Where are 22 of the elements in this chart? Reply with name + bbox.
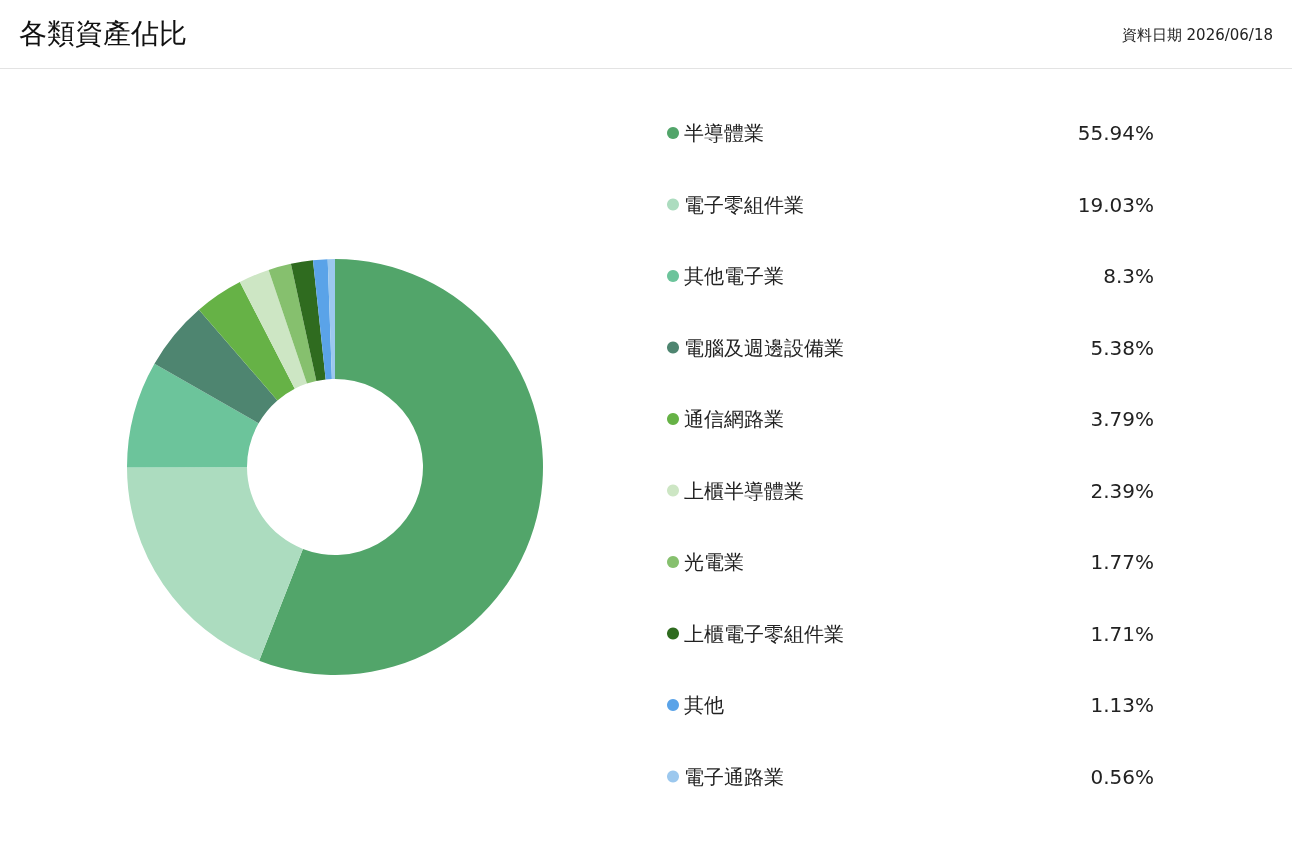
data-label: 0.56%	[1090, 764, 1154, 789]
data-label: 1.77%	[1090, 550, 1154, 574]
legend-label: 光電業	[684, 550, 744, 574]
data-label: 1.71%	[1090, 621, 1154, 646]
legend-label: 半導體業	[684, 121, 764, 145]
data-label: 19.03%	[1077, 192, 1154, 217]
legend-label: 電子通路業	[684, 764, 784, 789]
data-label: 2.39%	[1090, 478, 1154, 503]
data-label: 3.79%	[1090, 407, 1154, 431]
data-label: 1.13%	[1090, 693, 1154, 717]
data-label: 8.3%	[1103, 264, 1154, 288]
legend-label: 其他電子業	[684, 264, 784, 288]
legend-label: 上櫃半導體業	[684, 478, 804, 503]
chart-title: 各類資產佔比	[19, 16, 187, 50]
data-label: 5.38%	[1090, 335, 1154, 360]
legend-label: 電腦及週邊設備業	[684, 335, 844, 360]
legend-label: 電子零組件業	[684, 192, 804, 217]
data-label: 55.94%	[1077, 121, 1154, 145]
legend-label: 上櫃電子零組件業	[684, 621, 844, 646]
text: 資料日期 2026/06/18	[1121, 25, 1274, 44]
legend-label: 通信網路業	[684, 407, 784, 431]
legend-label: 其他	[684, 693, 724, 717]
